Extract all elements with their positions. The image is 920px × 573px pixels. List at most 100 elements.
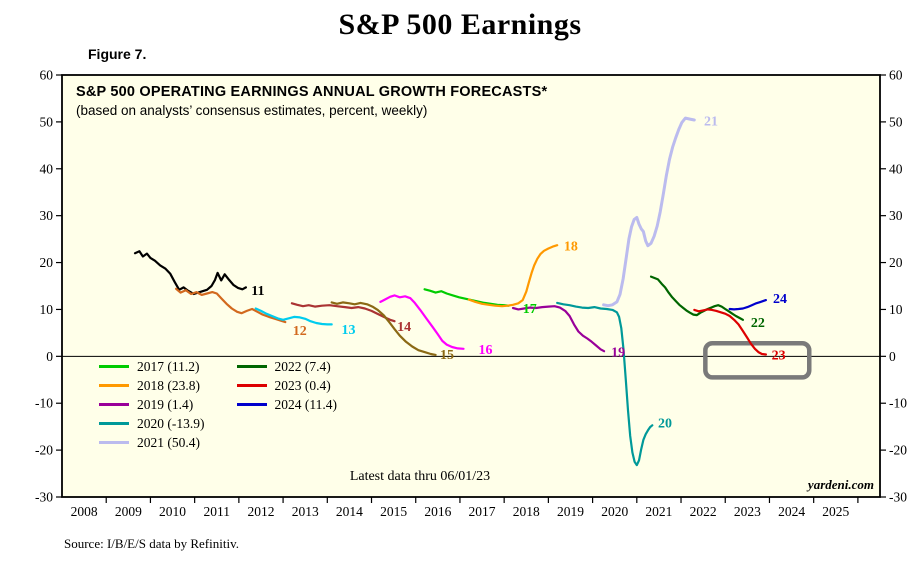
- y-tick-label-right: 10: [889, 302, 903, 317]
- series-end-label-2011: 11: [251, 284, 264, 299]
- legend-column: 2022 (7.4) 2023 (0.4) 2024 (11.4): [236, 359, 338, 455]
- series-end-label-2012: 12: [293, 324, 307, 339]
- x-tick-label: 2013: [292, 504, 319, 519]
- legend-swatch: [236, 365, 267, 368]
- series-end-label-2015: 15: [440, 348, 454, 363]
- x-tick-label: 2017: [469, 504, 496, 519]
- legend-item: 2019 (1.4): [99, 398, 205, 411]
- y-tick-label-left: 30: [40, 208, 54, 223]
- legend-label: 2022 (7.4): [274, 359, 331, 374]
- x-tick-label: 2015: [380, 504, 407, 519]
- y-tick-label-left: 40: [40, 161, 54, 176]
- y-tick-label-right: 50: [889, 114, 903, 129]
- y-tick-label-left: 60: [40, 68, 54, 83]
- series-end-label-2022: 22: [751, 316, 765, 331]
- legend-swatch: [99, 384, 129, 387]
- series-end-label-2018: 18: [564, 240, 578, 255]
- page-title: S&P 500 Earnings: [338, 8, 582, 41]
- series-line-2022: [649, 275, 745, 321]
- x-tick-label: 2021: [645, 504, 672, 519]
- x-tick-label: 2016: [424, 504, 451, 519]
- legend-item: 2022 (7.4): [236, 359, 338, 374]
- plot-background: [62, 75, 880, 497]
- legend-column: 2017 (11.2) 2018 (23.8) 2019 (1.4) 2020 (-1…: [99, 360, 205, 455]
- legend-item: 2018 (23.8): [99, 379, 205, 392]
- series-end-label-2019: 19: [611, 346, 625, 361]
- series-end-label-2024: 24: [773, 292, 787, 307]
- legend-item: 2023 (0.4): [236, 378, 338, 393]
- legend-item: 2017 (11.2): [99, 360, 205, 373]
- figure-label: Figure 7.: [88, 46, 147, 62]
- x-axis: 2008 2009 2010 2011 2012 2013 2014 2015 2016 2017…: [71, 497, 859, 519]
- x-tick-label: 2012: [247, 504, 274, 519]
- x-tick-label: 2009: [115, 504, 142, 519]
- x-tick-label: 2014: [336, 504, 363, 519]
- y-tick-label-left: -10: [35, 396, 53, 411]
- latest-data-note: Latest data thru 06/01/23: [349, 469, 491, 484]
- legend-label: 2020 (-13.9): [137, 416, 205, 431]
- highlight-box: [703, 340, 812, 380]
- series-line-2013: [254, 307, 333, 326]
- y-tick-label-left: 10: [40, 302, 54, 317]
- legend-swatch: [99, 403, 129, 406]
- y-axis: -30 -30 -20 -20 -10 -10 0 0 10 10 20 20 30 30 40 40 50 50…: [35, 68, 907, 505]
- x-tick-label: 2011: [204, 504, 231, 519]
- chart-subtitle: (based on analysts’ consensus estimates,…: [76, 103, 428, 118]
- x-tick-label: 2008: [71, 504, 98, 519]
- x-tick-label: 2018: [513, 504, 540, 519]
- chart-legend: 2017 (11.2) 2018 (23.8) 2019 (1.4) 2020 (-1…: [99, 360, 337, 455]
- series-line-2018: [467, 244, 559, 308]
- series-line-2014: [290, 302, 396, 323]
- plot-frame: [61, 74, 881, 498]
- legend-swatch: [236, 384, 267, 387]
- y-tick-label-left: -30: [35, 490, 53, 505]
- series-line-2024: [728, 299, 768, 311]
- y-tick-label-right: 40: [889, 161, 903, 176]
- x-tick-label: 2019: [557, 504, 584, 519]
- legend-label: 2019 (1.4): [137, 397, 194, 412]
- legend-swatch: [99, 365, 129, 368]
- series-end-label-2013: 13: [341, 323, 355, 338]
- legend-swatch: [99, 441, 129, 444]
- series-line-2017: [423, 288, 510, 307]
- x-tick-label: 2023: [734, 504, 761, 519]
- series-end-label-2020: 20: [658, 416, 672, 431]
- legend-swatch: [99, 422, 129, 425]
- legend-label: 2023 (0.4): [274, 378, 331, 393]
- series-end-label-2017: 17: [523, 302, 537, 317]
- series-end-label-2016: 16: [479, 343, 493, 358]
- y-tick-label-right: 20: [889, 255, 903, 270]
- series-end-label-2023: 23: [772, 348, 786, 363]
- y-tick-label-right: 30: [889, 208, 903, 223]
- watermark: yardeni.com: [807, 477, 874, 492]
- y-tick-label-left: 20: [40, 255, 54, 270]
- series-line-2021: [602, 116, 696, 308]
- series-line-2012: [175, 287, 287, 324]
- legend-label: 2024 (11.4): [274, 397, 338, 412]
- y-tick-label-right: 60: [889, 68, 903, 83]
- source-note: Source: I/B/E/S data by Refinitiv.: [64, 536, 239, 551]
- legend-item: 2024 (11.4): [236, 397, 338, 412]
- chart-title: S&P 500 OPERATING EARNINGS ANNUAL GROWTH…: [76, 84, 548, 100]
- x-tick-label: 2010: [159, 504, 186, 519]
- legend-label: 2021 (50.4): [137, 435, 200, 450]
- series-line-2015: [330, 301, 437, 356]
- series-end-label-2014: 14: [397, 320, 411, 335]
- legend-item: 2020 (-13.9): [99, 417, 205, 430]
- x-tick-label: 2024: [778, 504, 805, 519]
- y-tick-label-left: 0: [46, 349, 53, 364]
- y-tick-label-left: 50: [40, 114, 54, 129]
- series-line-2020: [556, 301, 654, 467]
- y-tick-label-right: -20: [889, 443, 907, 458]
- x-tick-label: 2025: [822, 504, 849, 519]
- series-line-2016: [379, 294, 465, 350]
- y-tick-label-left: -20: [35, 443, 53, 458]
- legend-label: 2017 (11.2): [137, 359, 200, 374]
- series-line-2023: [693, 308, 768, 356]
- series-line-2019: [511, 305, 606, 353]
- y-tick-label-right: 0: [889, 349, 896, 364]
- x-tick-label: 2020: [601, 504, 628, 519]
- x-tick-label: 2022: [690, 504, 717, 519]
- y-tick-label-right: -10: [889, 396, 907, 411]
